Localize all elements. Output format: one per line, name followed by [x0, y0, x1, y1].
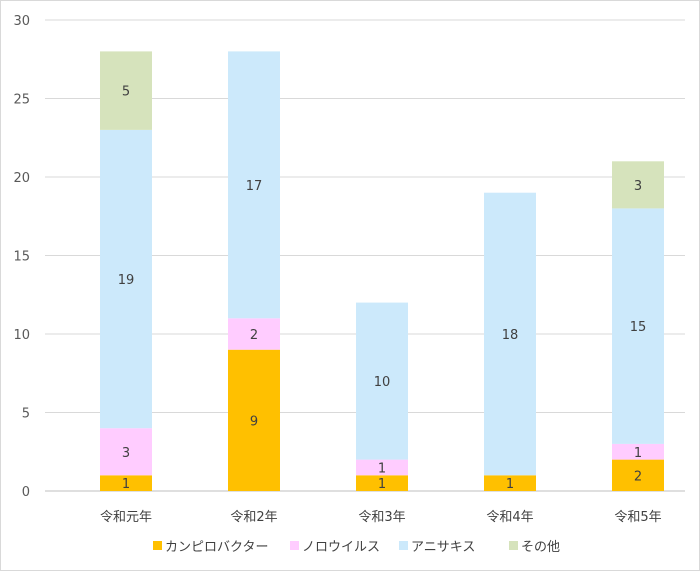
legend: カンピロバクター ノロウイルス アニサキス その他 — [153, 540, 560, 555]
legend-swatch — [399, 541, 408, 550]
bar-segment — [356, 475, 408, 491]
legend-label: カンピロバクター — [165, 540, 268, 555]
bar-segment — [228, 51, 280, 319]
bar-segment — [612, 161, 664, 209]
bar-segment — [100, 475, 152, 491]
data-label: 1 — [634, 446, 642, 461]
bar-segment — [100, 129, 152, 429]
bar-segment — [228, 318, 280, 350]
data-label: 10 — [374, 375, 391, 390]
bar-segment — [100, 51, 152, 130]
bar-segment — [484, 192, 536, 476]
legend-swatch — [290, 541, 299, 550]
y-tick-label: 0 — [22, 485, 30, 500]
data-label: 1 — [378, 461, 386, 476]
legend-label: アニサキス — [411, 540, 475, 555]
y-tick-label: 5 — [22, 407, 30, 422]
y-axis-ticks: 0 5 10 15 20 25 30 — [13, 14, 30, 500]
legend-label: その他 — [521, 540, 560, 555]
data-label: 18 — [502, 328, 519, 343]
bar-segment — [612, 208, 664, 444]
x-category-label: 令和5年 — [614, 510, 661, 525]
y-tick-label: 30 — [13, 14, 30, 29]
y-tick-label: 25 — [13, 93, 30, 108]
data-label: 1 — [378, 477, 386, 492]
x-category-label: 令和3年 — [358, 510, 405, 525]
bar-segment — [612, 443, 664, 460]
legend-item: カンピロバクター — [153, 540, 268, 555]
bars — [100, 51, 664, 491]
data-label: 1 — [122, 477, 130, 492]
y-tick-label: 10 — [13, 328, 30, 343]
x-category-label: 令和4年 — [486, 510, 533, 525]
bar-segment — [484, 475, 536, 491]
x-category-label: 令和元年 — [100, 510, 152, 525]
bar-segment — [228, 349, 280, 491]
legend-item: アニサキス — [399, 540, 475, 555]
bar-segment — [356, 302, 408, 460]
data-label: 5 — [122, 85, 130, 100]
legend-item: ノロウイルス — [290, 540, 380, 555]
bar-segment — [356, 459, 408, 476]
x-axis-categories: 令和元年 令和2年 令和3年 令和4年 令和5年 — [100, 510, 662, 525]
data-label: 17 — [246, 179, 263, 194]
data-label: 19 — [118, 273, 135, 288]
legend-swatch — [153, 541, 162, 550]
bar-segment — [612, 459, 664, 491]
data-label: 1 — [506, 477, 514, 492]
bar-segment — [100, 428, 152, 476]
data-label: 9 — [250, 414, 258, 429]
y-tick-label: 15 — [13, 250, 30, 265]
x-category-label: 令和2年 — [230, 510, 277, 525]
data-label: 3 — [634, 179, 642, 194]
data-label: 2 — [250, 328, 258, 343]
y-tick-label: 20 — [13, 171, 30, 186]
data-label: 2 — [634, 469, 642, 484]
data-label: 15 — [630, 320, 647, 335]
legend-label: ノロウイルス — [302, 540, 380, 555]
data-label: 3 — [122, 446, 130, 461]
legend-swatch — [509, 541, 518, 550]
legend-item: その他 — [509, 540, 560, 555]
